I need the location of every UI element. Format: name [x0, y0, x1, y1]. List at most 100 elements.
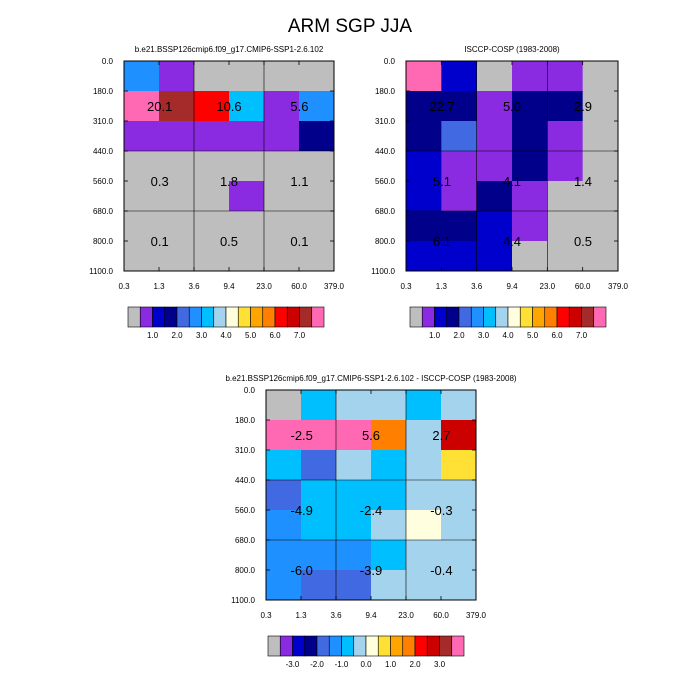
- colorbar-swatch: [483, 306, 497, 328]
- heatmap-cell: [582, 151, 619, 182]
- heatmap-cell: [406, 450, 442, 481]
- y-tick-label: 680.0: [235, 536, 256, 545]
- panel-difference: b.e21.BSSP126cmip6.f09_g17.CMIP6-SSP1-2.…: [225, 374, 516, 669]
- colorbar-swatch: [451, 635, 465, 657]
- x-tick-label: 9.4: [506, 282, 518, 291]
- colorbar-label: 4.0: [220, 331, 232, 340]
- x-tick-label: 0.3: [260, 611, 272, 620]
- colorbar-swatch: [164, 306, 178, 328]
- x-tick-label: 60.0: [433, 611, 449, 620]
- colorbar-label: 7.0: [294, 331, 306, 340]
- heatmap-cell: [441, 420, 477, 451]
- heatmap-cell: [299, 121, 335, 152]
- colorbar-label: -3.0: [286, 660, 300, 669]
- heatmap-cell: [336, 510, 372, 541]
- colorbar-swatch: [544, 306, 558, 328]
- colorbar-swatch: [316, 635, 330, 657]
- box-value-label: 20.1: [147, 99, 172, 114]
- heatmap-cell: [336, 420, 372, 451]
- heatmap-cell: [266, 540, 302, 571]
- colorbar-swatch: [328, 635, 342, 657]
- heatmap-cell: [266, 570, 302, 601]
- main-title: ARM SGP JJA: [288, 16, 413, 37]
- heatmap-cell: [194, 241, 230, 272]
- heatmap-cell: [301, 510, 337, 541]
- y-tick-label: 560.0: [235, 506, 256, 515]
- box-value-label: 2.7: [432, 428, 450, 443]
- heatmap-cell: [512, 61, 548, 92]
- x-tick-label: 60.0: [575, 282, 591, 291]
- colorbar-swatch: [262, 306, 276, 328]
- box-value-label: 0.1: [290, 234, 308, 249]
- colorbar-label: 1.0: [147, 331, 159, 340]
- box-value-label: 5.1: [433, 174, 451, 189]
- colorbar-swatch: [237, 306, 251, 328]
- y-tick-label: 0.0: [102, 57, 114, 66]
- x-tick-label: 1.3: [295, 611, 307, 620]
- panel-title: b.e21.BSSP126cmip6.f09_g17.CMIP6-SSP1-2.…: [135, 45, 324, 54]
- heatmap-cell: [159, 181, 195, 212]
- heatmap-cell: [441, 510, 477, 541]
- y-tick-label: 560.0: [375, 177, 396, 186]
- heatmap-cell: [266, 480, 302, 511]
- y-tick-label: 680.0: [93, 207, 114, 216]
- heatmap-cell: [229, 211, 265, 242]
- heatmap-cell: [441, 151, 478, 182]
- heatmap-cell: [124, 181, 160, 212]
- heatmap-cell: [371, 510, 407, 541]
- box-value-label: 5.6: [290, 99, 308, 114]
- x-tick-label: 379.0: [466, 611, 487, 620]
- colorbar-label: 6.0: [269, 331, 281, 340]
- heatmap-cell: [476, 241, 513, 272]
- heatmap-cell: [476, 211, 513, 242]
- box-value-label: -4.9: [290, 503, 312, 518]
- colorbar-swatch: [446, 306, 460, 328]
- colorbar-label: 0.0: [360, 660, 372, 669]
- heatmap-cell: [406, 420, 442, 451]
- box-value-label: 1.4: [574, 174, 592, 189]
- heatmap-cell: [264, 211, 300, 242]
- heatmap-cell: [441, 570, 477, 601]
- heatmap-cell: [266, 390, 302, 421]
- heatmap-cell: [441, 390, 477, 421]
- heatmap-cell: [547, 211, 584, 242]
- x-tick-label: 23.0: [540, 282, 556, 291]
- heatmap-cell: [441, 450, 477, 481]
- colorbar-swatch: [127, 306, 141, 328]
- heatmap-cell: [299, 61, 335, 92]
- y-tick-label: 310.0: [375, 117, 396, 126]
- heatmap-cell: [406, 211, 442, 242]
- colorbar-label: 7.0: [576, 331, 588, 340]
- box-value-label: -2.4: [360, 503, 382, 518]
- box-value-label: 1.8: [220, 174, 238, 189]
- colorbar-swatch: [426, 635, 440, 657]
- colorbar-swatch: [213, 306, 227, 328]
- heatmap-cell: [406, 151, 442, 182]
- box-value-label: 22.7: [429, 99, 454, 114]
- y-tick-label: 440.0: [375, 147, 396, 156]
- heatmap-cell: [264, 61, 300, 92]
- heatmap-cell: [124, 151, 160, 182]
- heatmap-cell: [266, 510, 302, 541]
- heatmap-cell: [194, 181, 230, 212]
- x-tick-label: 0.3: [400, 282, 412, 291]
- colorbar-swatch: [532, 306, 546, 328]
- panel-model: b.e21.BSSP126cmip6.f09_g17.CMIP6-SSP1-2.…: [89, 45, 344, 340]
- colorbar-swatch: [402, 635, 416, 657]
- heatmap-cell: [371, 420, 407, 451]
- colorbar-swatch: [304, 635, 318, 657]
- heatmap-cell: [406, 181, 442, 212]
- colorbar-swatch: [279, 635, 293, 657]
- colorbar-swatch: [377, 635, 391, 657]
- heatmap-cell: [512, 241, 548, 272]
- heatmap-cell: [476, 121, 513, 152]
- heatmap-cell: [159, 121, 195, 152]
- heatmap-cell: [299, 211, 335, 242]
- heatmap-cell: [229, 151, 265, 182]
- y-tick-label: 800.0: [235, 566, 256, 575]
- box-value-label: 0.3: [151, 174, 169, 189]
- colorbar-label: 6.0: [551, 331, 563, 340]
- x-tick-label: 9.4: [223, 282, 235, 291]
- colorbar-swatch: [286, 306, 300, 328]
- colorbar-swatch: [593, 306, 607, 328]
